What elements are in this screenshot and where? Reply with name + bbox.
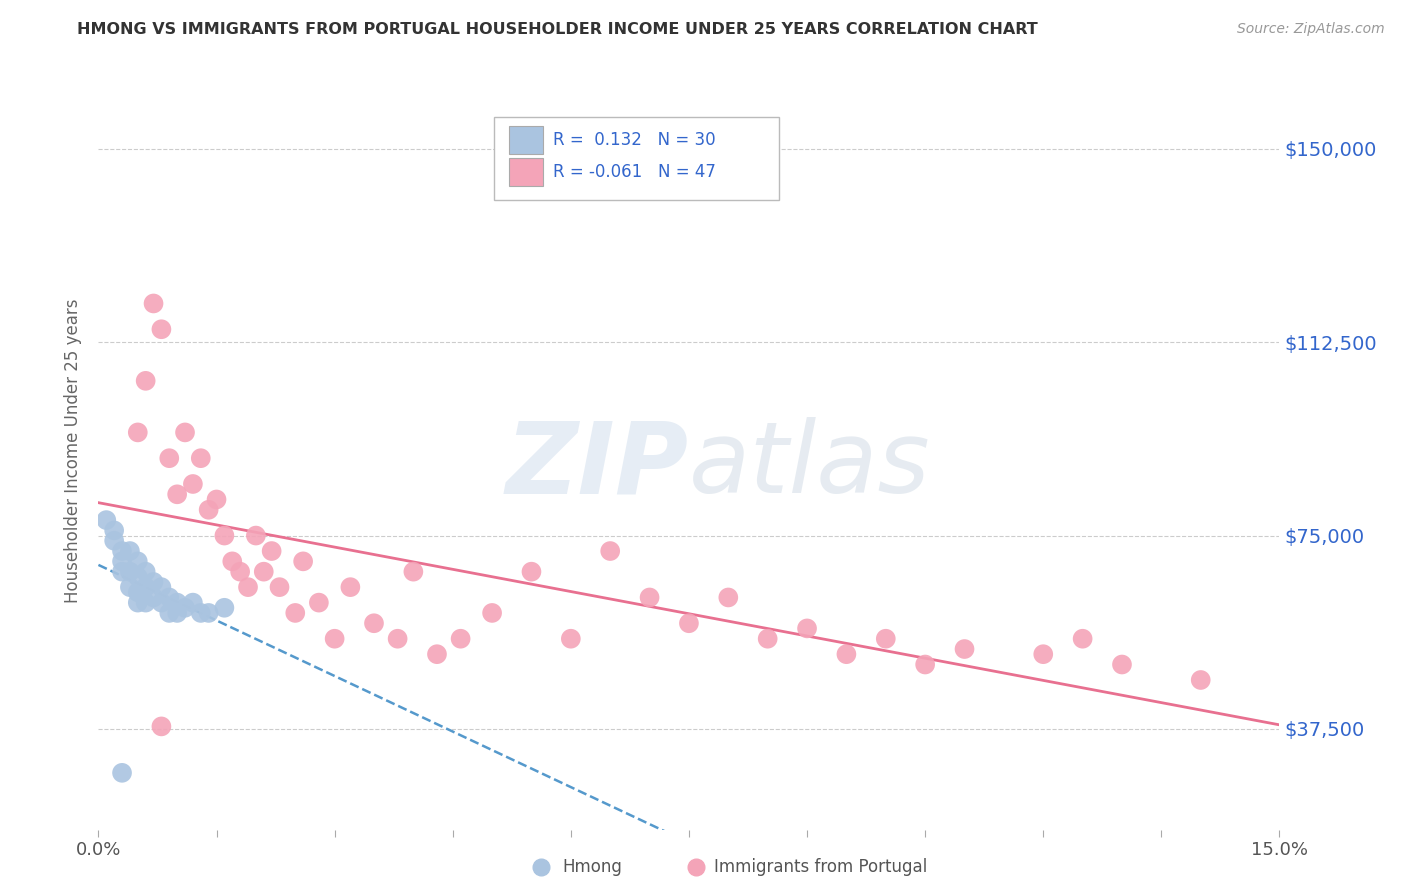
Point: [402, 565, 425, 579]
Point: [142, 296, 165, 310]
Point: [756, 632, 779, 646]
Point: [111, 565, 134, 579]
Point: [157, 451, 180, 466]
Point: [127, 570, 149, 584]
Y-axis label: Householder Income Under 25 years: Householder Income Under 25 years: [65, 298, 83, 603]
Point: [190, 606, 212, 620]
Point: [323, 632, 346, 646]
Point: [103, 533, 125, 548]
Point: [253, 565, 276, 579]
Point: [221, 554, 243, 568]
Point: [835, 647, 858, 661]
Point: [181, 477, 204, 491]
Point: [142, 574, 165, 589]
Text: R =  0.132   N = 30: R = 0.132 N = 30: [553, 131, 716, 149]
Point: [599, 544, 621, 558]
Point: [142, 591, 165, 605]
Point: [339, 580, 361, 594]
Text: Hmong: Hmong: [562, 858, 623, 876]
Point: [118, 565, 141, 579]
Point: [111, 544, 134, 558]
Point: [1111, 657, 1133, 672]
Point: [214, 528, 236, 542]
Point: [150, 719, 173, 733]
Point: [638, 591, 661, 605]
Point: [118, 544, 141, 558]
Point: [135, 374, 157, 388]
Point: [96, 513, 118, 527]
Point: [135, 596, 157, 610]
Point: [127, 585, 149, 599]
Point: [1071, 632, 1094, 646]
Point: [127, 596, 149, 610]
Point: [127, 554, 149, 568]
Point: [127, 425, 149, 440]
Point: [157, 591, 180, 605]
Point: [150, 580, 173, 594]
Point: [796, 621, 818, 635]
Point: [229, 565, 252, 579]
Point: [1189, 673, 1212, 687]
Point: [284, 606, 307, 620]
Point: [190, 451, 212, 466]
Point: [111, 554, 134, 568]
Point: [292, 554, 315, 568]
Point: [269, 580, 291, 594]
Point: [214, 600, 236, 615]
Point: [245, 528, 267, 542]
Point: [166, 606, 188, 620]
Point: [914, 657, 936, 672]
Text: atlas: atlas: [689, 417, 931, 514]
Text: Immigrants from Portugal: Immigrants from Portugal: [714, 858, 928, 876]
Point: [150, 322, 173, 336]
Point: [236, 580, 259, 594]
Point: [174, 600, 197, 615]
Point: [1032, 647, 1054, 661]
Point: [166, 487, 188, 501]
Point: [205, 492, 228, 507]
Point: [953, 642, 976, 657]
Point: [166, 596, 188, 610]
Text: ZIP: ZIP: [506, 417, 689, 514]
Text: Source: ZipAtlas.com: Source: ZipAtlas.com: [1237, 22, 1385, 37]
Point: [197, 606, 219, 620]
Point: [560, 632, 582, 646]
Point: [181, 596, 204, 610]
Point: [520, 565, 543, 579]
Point: [363, 616, 385, 631]
Point: [387, 632, 409, 646]
Text: HMONG VS IMMIGRANTS FROM PORTUGAL HOUSEHOLDER INCOME UNDER 25 YEARS CORRELATION : HMONG VS IMMIGRANTS FROM PORTUGAL HOUSEH…: [77, 22, 1038, 37]
Point: [174, 425, 197, 440]
Point: [481, 606, 503, 620]
Point: [135, 580, 157, 594]
Point: [135, 565, 157, 579]
Point: [118, 580, 141, 594]
Point: [111, 765, 134, 780]
Point: [308, 596, 330, 610]
Point: [450, 632, 472, 646]
Text: R = -0.061   N = 47: R = -0.061 N = 47: [553, 163, 716, 181]
Point: [875, 632, 897, 646]
Point: [717, 591, 740, 605]
Point: [426, 647, 449, 661]
Point: [157, 606, 180, 620]
Point: [678, 616, 700, 631]
Point: [150, 596, 173, 610]
Point: [197, 502, 219, 516]
Point: [103, 524, 125, 538]
Point: [260, 544, 283, 558]
